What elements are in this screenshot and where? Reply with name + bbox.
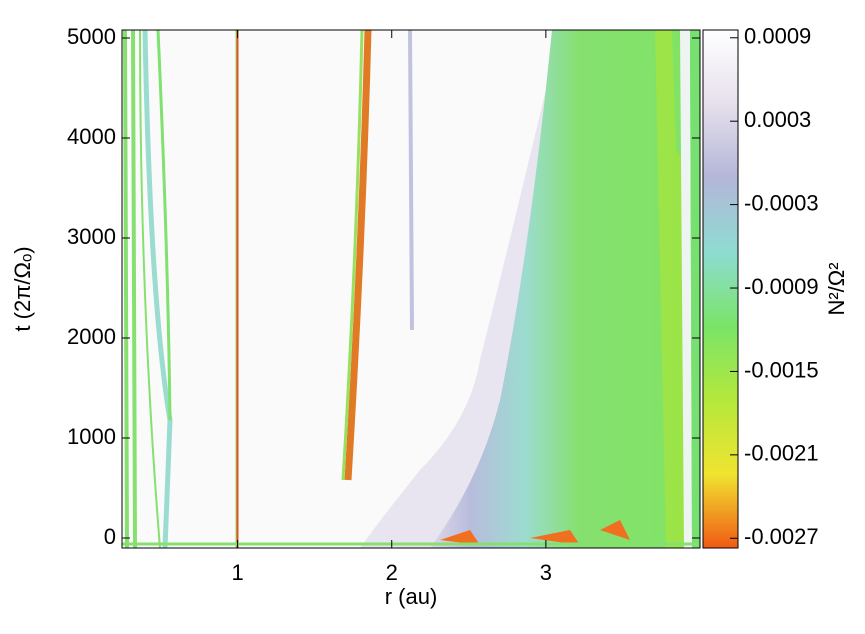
colorbar-tick-label: 0.0009 xyxy=(744,24,811,49)
x-axis-label: r (au) xyxy=(385,584,438,609)
y-axis-label: t (2π/Ωₒ) xyxy=(10,246,35,331)
colorbar-tick-label: -0.0015 xyxy=(744,357,819,382)
colorbar-tick-label: -0.0003 xyxy=(744,190,819,215)
colorbar-tick-label: 0.0003 xyxy=(744,107,811,132)
y-tick-label: 5000 xyxy=(67,24,116,49)
y-tick-label: 4000 xyxy=(67,124,116,149)
colorbar-tick-label: -0.0027 xyxy=(744,524,819,549)
y-tick-label: 1000 xyxy=(67,424,116,449)
y-tick-label: 3000 xyxy=(67,224,116,249)
x-tick-label: 3 xyxy=(540,560,552,585)
y-tick-label: 2000 xyxy=(67,324,116,349)
colorbar xyxy=(703,30,738,548)
colorbar-frame xyxy=(702,29,739,549)
y-tick-label: 0 xyxy=(104,524,116,549)
colorbar-tick-label: -0.0009 xyxy=(744,274,819,299)
colorbar-label: N²/Ω² xyxy=(824,262,849,315)
heatmap-field xyxy=(122,29,700,549)
colorbar-tick-label: -0.0021 xyxy=(744,441,819,466)
x-tick-label: 2 xyxy=(386,560,398,585)
plot-frame xyxy=(121,29,701,549)
x-tick-label: 1 xyxy=(231,560,243,585)
